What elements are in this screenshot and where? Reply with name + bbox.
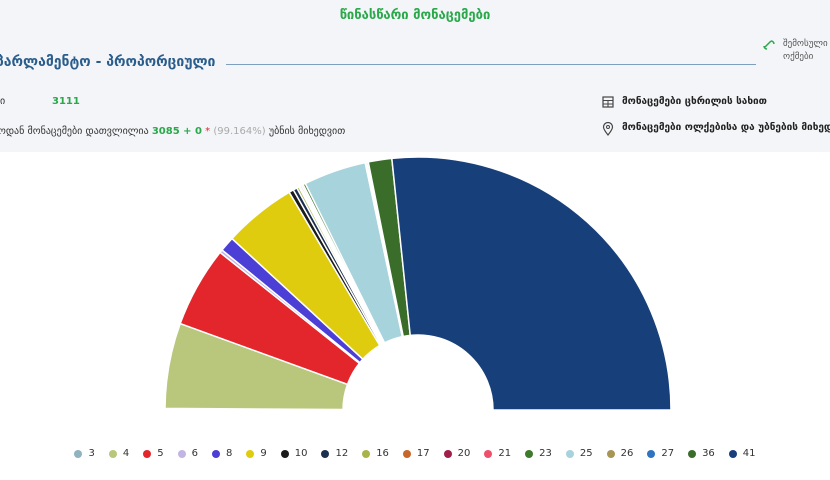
legend-label: 23 xyxy=(539,448,552,459)
table-icon xyxy=(602,96,614,108)
legend-swatch xyxy=(402,449,411,458)
legend-label: 21 xyxy=(498,448,512,459)
districts-link[interactable]: მონაცემები ოლქებისა და უბნების მიხედვით xyxy=(622,122,830,133)
legend-item[interactable]: 16 xyxy=(362,448,389,459)
legend-item[interactable]: 6 xyxy=(177,448,198,459)
section-rule xyxy=(226,64,756,65)
legend-item[interactable]: 9 xyxy=(246,448,267,459)
legend-swatch xyxy=(362,449,371,458)
counted-label: ოდან მონაცემები დათვლილია xyxy=(0,126,149,137)
table-link[interactable]: მონაცემები ცხრილის სახით xyxy=(622,96,767,107)
legend-item[interactable]: 20 xyxy=(443,448,471,459)
legend-item[interactable]: 26 xyxy=(606,448,634,459)
legend-swatch xyxy=(280,449,289,458)
legend-swatch xyxy=(74,449,83,458)
legend-item[interactable]: 21 xyxy=(484,448,511,459)
counted-value: 3085 + 0 xyxy=(151,126,202,137)
legend-label: 25 xyxy=(579,448,593,459)
legend-item[interactable]: 41 xyxy=(728,448,756,459)
counted-row: ოდან მონაცემები დათვლილია 3085 + 0 * (99… xyxy=(0,126,345,137)
legend-swatch xyxy=(484,449,493,458)
counted-percent: (99.164%) xyxy=(213,126,266,137)
total-label: ი xyxy=(0,96,6,107)
legend-item[interactable]: 8 xyxy=(211,448,233,459)
legend-item[interactable]: 17 xyxy=(402,448,430,459)
legend-label: 9 xyxy=(260,448,267,459)
legend-item[interactable]: 27 xyxy=(647,448,674,459)
legend-item[interactable]: 5 xyxy=(143,448,164,459)
legend-label: 4 xyxy=(122,448,130,459)
counted-suffix: უბნის მიხედვით xyxy=(268,126,346,137)
legend-label: 20 xyxy=(457,448,471,459)
legend-label: 8 xyxy=(225,448,233,459)
chart xyxy=(164,156,672,411)
legend-item[interactable]: 23 xyxy=(525,448,552,459)
legend-label: 16 xyxy=(376,448,389,459)
legend-swatch xyxy=(177,449,186,458)
legend-item[interactable]: 10 xyxy=(280,448,308,459)
legend-label: 12 xyxy=(335,448,349,459)
page-title: წინასწარი მონაცემები xyxy=(339,8,491,23)
legend-label: 10 xyxy=(294,448,308,459)
legend-label: 3 xyxy=(88,448,95,459)
header-panel xyxy=(0,0,830,152)
pin-icon xyxy=(602,122,614,136)
protocols-link[interactable]: შემოსული ოქმები xyxy=(783,39,828,62)
legend: 3 4 5 6 8 9 10 12 16 17 20 21 23 25 26 27 36 41 xyxy=(0,448,830,459)
legend-label: 5 xyxy=(157,448,164,459)
legend-item[interactable]: 3 xyxy=(74,448,95,459)
legend-label: 6 xyxy=(191,448,198,459)
legend-item[interactable]: 4 xyxy=(108,448,130,459)
legend-label: 17 xyxy=(416,448,430,459)
legend-swatch xyxy=(606,449,615,458)
section-title: პარლამენტო - პროპორციული xyxy=(0,54,216,70)
legend-swatch xyxy=(728,449,737,458)
legend-item[interactable]: 12 xyxy=(321,448,348,459)
legend-swatch xyxy=(443,449,452,458)
legend-swatch xyxy=(143,449,152,458)
link-icon xyxy=(763,40,775,50)
pie-segment xyxy=(390,156,672,411)
legend-item[interactable]: 25 xyxy=(565,448,593,459)
legend-label: 26 xyxy=(620,448,634,459)
asterisk: * xyxy=(205,126,211,137)
legend-swatch xyxy=(321,449,330,458)
legend-label: 36 xyxy=(702,448,715,459)
legend-label: 27 xyxy=(661,448,675,459)
legend-label: 41 xyxy=(742,448,756,459)
legend-swatch xyxy=(108,449,117,458)
legend-swatch xyxy=(246,449,255,458)
legend-swatch xyxy=(647,449,656,458)
legend-item[interactable]: 36 xyxy=(688,448,715,459)
legend-swatch xyxy=(211,449,220,458)
legend-swatch xyxy=(565,449,574,458)
legend-swatch xyxy=(525,449,534,458)
total-value: 3111 xyxy=(52,96,80,107)
legend-swatch xyxy=(688,449,697,458)
